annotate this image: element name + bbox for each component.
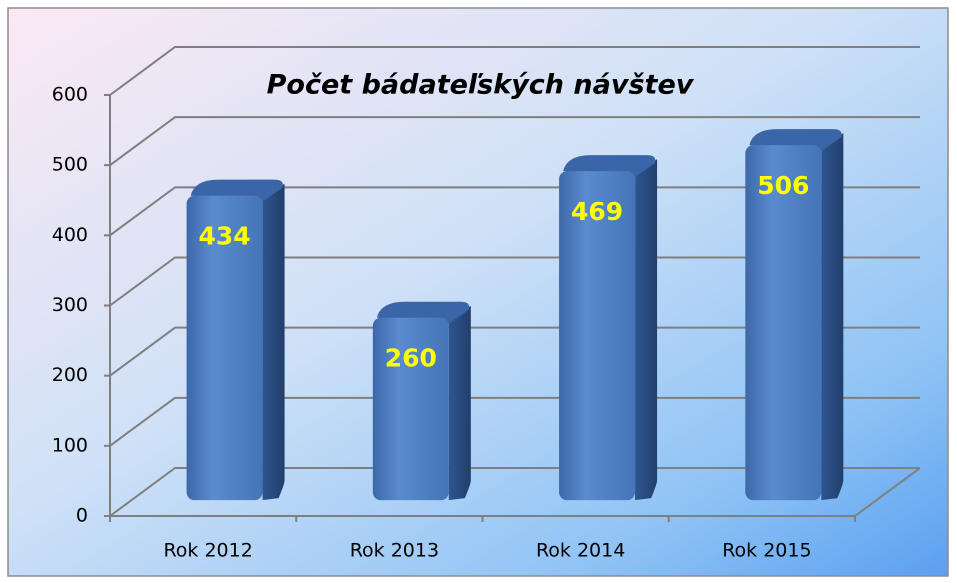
bar-face <box>186 195 263 501</box>
plot: 0 100 200 300 400 500 600 Rok 2012 434 Rok 2013 26… <box>52 46 921 562</box>
grid-line <box>109 396 920 447</box>
data-label: 434 <box>198 222 250 251</box>
grid-line <box>109 116 920 166</box>
y-tick-label: 500 <box>52 154 88 176</box>
grid-line <box>109 256 920 307</box>
bar-face <box>559 171 636 501</box>
bar-face <box>745 145 822 501</box>
y-tick-label: 100 <box>52 434 88 456</box>
bar-face <box>372 317 449 501</box>
grid-line <box>109 46 920 96</box>
x-tick-label: Rok 2014 <box>536 540 625 562</box>
bar-side <box>635 159 658 501</box>
floor-edge <box>854 467 921 517</box>
chart-title: Počet bádateľských návštev <box>267 70 695 101</box>
grid-line <box>109 467 920 517</box>
x-tick-label: Rok 2012 <box>163 540 252 562</box>
y-tick-label: 200 <box>52 364 88 386</box>
grid-line <box>109 326 920 377</box>
bar-side <box>821 133 844 501</box>
x-tick-label: Rok 2015 <box>722 540 811 562</box>
bar <box>745 129 844 501</box>
bar <box>559 155 658 501</box>
y-tick-label: 600 <box>52 84 88 106</box>
y-tick-label: 0 <box>76 505 88 527</box>
bar-side <box>262 183 285 501</box>
bar <box>186 179 285 501</box>
x-tick-label: Rok 2013 <box>350 540 439 562</box>
y-tick-label: 300 <box>52 294 88 316</box>
data-label: 260 <box>385 344 437 373</box>
bar <box>372 301 471 501</box>
bar-side <box>448 305 471 501</box>
data-label: 506 <box>757 171 809 200</box>
grid-line <box>109 186 920 237</box>
data-label: 469 <box>571 197 623 226</box>
y-tick-label: 400 <box>52 224 88 246</box>
